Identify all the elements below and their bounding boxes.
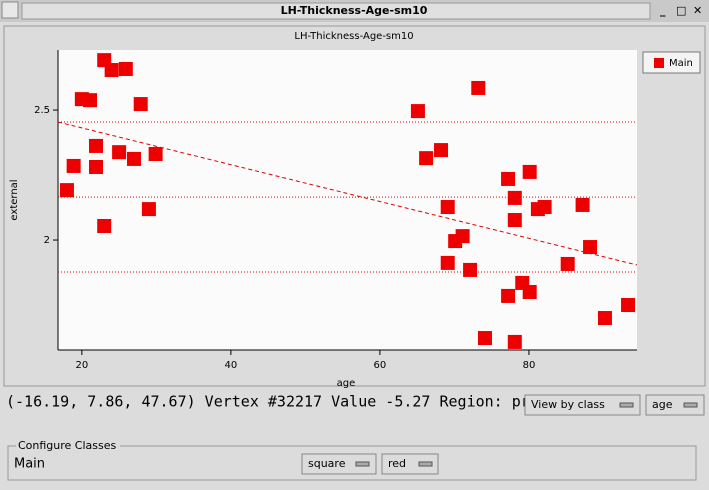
configure-title: Configure Classes [18,439,117,452]
axis-dropdown[interactable] [645,394,705,416]
legend-swatch [654,58,664,68]
legend-label: Main [669,58,693,69]
point [575,197,590,212]
point [501,171,516,186]
chart-title: LH-Thickness-Age-sm10 [294,31,413,42]
y-axis-label: external [9,179,20,220]
class-name: Main [14,457,45,472]
x-tick-label: 80 [523,360,536,371]
window-title: LH-Thickness-Age-sm10 [281,4,428,17]
point [507,334,522,349]
point [410,104,425,119]
point [537,200,552,215]
x-tick-label: 20 [75,360,88,371]
point [112,145,127,160]
dropdown-arrow [619,402,634,408]
point [522,164,537,179]
axis-label: age [652,398,673,411]
point [97,218,112,233]
point [507,190,522,205]
point [501,288,516,303]
x-tick-label: 40 [225,360,238,371]
dropdown-arrow [683,402,698,408]
point [83,93,98,108]
y-tick-label: 2.5 [34,105,50,116]
status-text: (-16.19, 7.86, 47.67) Vertex #32217 Valu… [6,393,602,411]
view-by-label: View by class [531,398,605,411]
title-field [21,2,651,20]
dropdown-arrow [355,461,370,467]
point [141,202,156,217]
point [522,285,537,300]
point [471,80,486,95]
point [477,331,492,346]
shape-label: square [308,457,346,470]
point [118,61,133,76]
close-button[interactable]: ✕ [693,4,702,17]
minimize-button[interactable]: _ [660,4,666,17]
point [104,63,119,78]
point [597,311,612,326]
configure-group [7,445,697,481]
point [440,255,455,270]
point [127,151,142,166]
view-by-dropdown[interactable] [524,394,641,416]
point [59,183,74,198]
plot-area [58,50,637,350]
color-label: red [388,457,406,470]
point [66,158,81,173]
point [440,200,455,215]
point [419,151,434,166]
point [89,159,104,174]
shape-dropdown[interactable] [301,453,377,475]
x-axis-label: age [337,378,356,389]
point [560,256,575,271]
point [148,146,163,161]
point [455,229,470,244]
window-menu-button[interactable] [1,1,19,19]
point [507,213,522,228]
maximize-button[interactable]: □ [676,4,686,17]
color-dropdown[interactable] [381,453,439,475]
point [434,143,449,158]
dropdown-arrow [418,461,433,467]
point [463,262,478,277]
point [89,138,104,153]
point [583,240,598,255]
x-tick-label: 60 [374,360,387,371]
trend-line [57,121,638,266]
point [133,97,148,112]
y-tick-label: 2 [44,235,50,246]
group-title-bg [16,440,120,452]
point [621,298,636,313]
